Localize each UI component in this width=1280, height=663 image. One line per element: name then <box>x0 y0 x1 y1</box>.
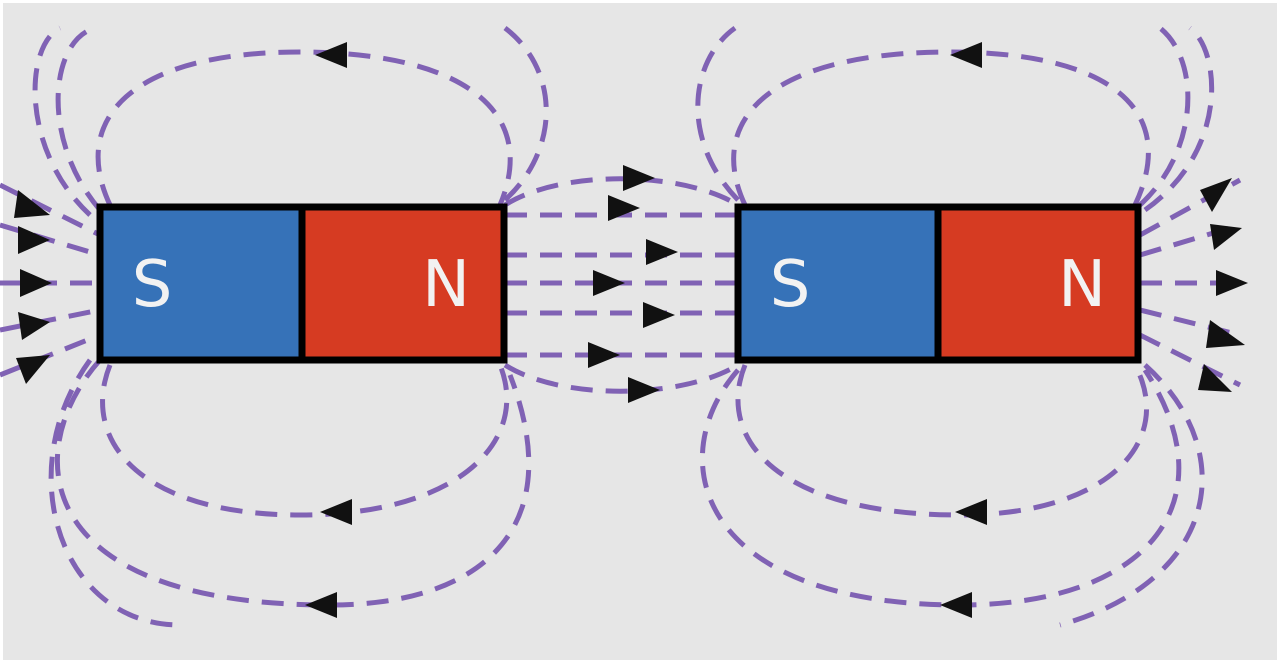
arrow-right-icon <box>646 239 678 265</box>
arrow-right-icon <box>16 355 50 384</box>
field-line-right-flare-1 <box>1138 177 1242 238</box>
arrow-left-icon <box>315 42 347 68</box>
field-line-left-top-mid <box>55 25 102 212</box>
south-pole-right <box>734 203 942 364</box>
arrow-right-icon <box>1206 320 1245 348</box>
arrow-right-icon <box>1200 178 1232 212</box>
field-line-gap-bottom-arc <box>503 362 740 394</box>
arrow-right-icon <box>588 342 620 368</box>
arrow-right-icon <box>14 190 50 218</box>
north-pole-label-right: N <box>1058 248 1106 322</box>
arrow-right-icon <box>1210 224 1242 250</box>
field-line-right-bottom-outer <box>1059 363 1205 628</box>
field-line-left-flare-4 <box>0 307 101 333</box>
arrow-left-icon <box>950 42 982 68</box>
north-pole-label-left: N <box>422 248 470 322</box>
arrow-right-icon <box>608 195 640 221</box>
field-arrows <box>14 42 1248 618</box>
bar-magnet-right: S N <box>734 203 1142 364</box>
arrow-right-icon <box>643 302 675 328</box>
arrow-right-icon <box>20 269 52 297</box>
field-line-left-top-outer <box>32 25 92 217</box>
north-pole-right <box>934 203 1142 364</box>
arrow-right-icon <box>593 270 625 296</box>
field-line-left-bottom-inner <box>100 364 510 518</box>
south-pole-label-right: S <box>770 248 811 322</box>
field-line-left-flare-1 <box>0 182 102 238</box>
arrow-right-icon <box>628 377 660 403</box>
field-line-right-top-mid <box>1138 26 1191 207</box>
north-pole-left <box>298 203 508 364</box>
south-pole-label-left: S <box>132 248 173 322</box>
field-line-gap-top-arc <box>503 176 740 208</box>
field-line-right-bottom-inner <box>735 363 1149 518</box>
field-line-right-flare-5 <box>1138 332 1242 388</box>
arrow-right-icon <box>18 312 50 340</box>
arrow-left-icon <box>320 499 352 525</box>
field-line-right-top-outer <box>1143 25 1215 213</box>
field-line-left-top-inner <box>95 49 513 207</box>
arrow-left-icon <box>955 499 987 525</box>
arrow-right-icon <box>1198 364 1232 392</box>
field-line-left-bottom-outer <box>48 358 181 628</box>
arrow-left-icon <box>940 592 972 618</box>
south-pole-left <box>96 203 306 364</box>
arrow-right-icon <box>18 226 50 254</box>
arrow-right-icon <box>1216 270 1248 296</box>
arrow-left-icon <box>305 592 337 618</box>
bar-magnet-left: S N <box>96 203 508 364</box>
arrow-right-icon <box>623 165 655 191</box>
field-line-right-top-left <box>695 25 740 202</box>
field-line-right-top-inner <box>731 49 1151 207</box>
